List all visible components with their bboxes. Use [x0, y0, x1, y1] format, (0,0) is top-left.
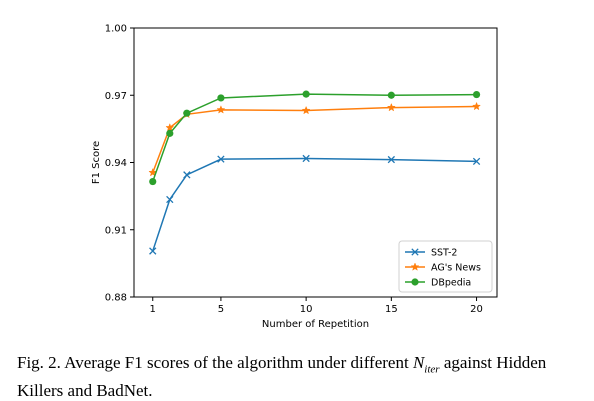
data-point: [472, 157, 481, 166]
y-axis-label: F1 Score: [91, 141, 102, 184]
legend-marker: [411, 248, 419, 256]
data-point: [149, 247, 157, 255]
caption-prefix: Fig. 2. Average F1 scores of the algorit…: [17, 353, 413, 372]
y-tick-label: 0.88: [105, 293, 127, 304]
data-point: [387, 91, 395, 99]
legend-box: [398, 240, 493, 293]
data-point: [302, 154, 310, 163]
data-point: [386, 102, 396, 112]
series-line: [152, 105, 477, 173]
legend-item: AG's News: [405, 262, 481, 274]
legend-label: AG's News: [431, 263, 481, 274]
legend-marker: [410, 262, 420, 271]
data-point: [387, 155, 395, 164]
y-tick-label: 0.94: [105, 158, 127, 169]
x-tick-label: 20: [470, 304, 483, 315]
y-tick-label: 1.00: [105, 24, 127, 35]
legend-label: DBpedia: [431, 278, 471, 289]
data-point: [472, 101, 482, 111]
data-point: [302, 90, 310, 98]
data-point: [165, 123, 175, 132]
x-tick-label: 1: [150, 304, 156, 315]
data-point: [216, 105, 226, 114]
data-point: [183, 109, 191, 117]
data-point: [166, 129, 174, 137]
x-axis-label: Number of Repetition: [262, 319, 369, 330]
data-point: [217, 94, 225, 102]
legend-label: SST-2: [431, 248, 457, 259]
y-tick-label: 0.97: [105, 91, 127, 102]
data-point: [166, 195, 174, 204]
data-point: [301, 105, 311, 115]
y-tick-label: 0.91: [105, 225, 127, 236]
x-tick-label: 5: [218, 304, 224, 315]
caption-n-iter-base: N: [412, 353, 425, 372]
legend-marker: [411, 278, 419, 286]
legend: SST-2 AG's News DBpedia: [398, 240, 493, 293]
data-point: [472, 90, 481, 99]
data-point: [217, 155, 225, 163]
figure-caption: Fig. 2. Average F1 scores of the algorit…: [17, 352, 587, 401]
series-line: [152, 157, 477, 252]
legend-item: DBpedia: [405, 278, 471, 289]
legend-item: SST-2: [405, 248, 457, 259]
x-tick-label: 10: [300, 304, 313, 315]
caption-n-iter: Niter: [412, 353, 440, 376]
caption-n-iter-sub: iter: [424, 363, 440, 376]
data-point: [149, 177, 157, 186]
data-point: [183, 171, 191, 179]
caption-suffix: against Hidden Killers and BadNet.: [17, 353, 547, 401]
x-tick-label: 15: [385, 304, 398, 315]
